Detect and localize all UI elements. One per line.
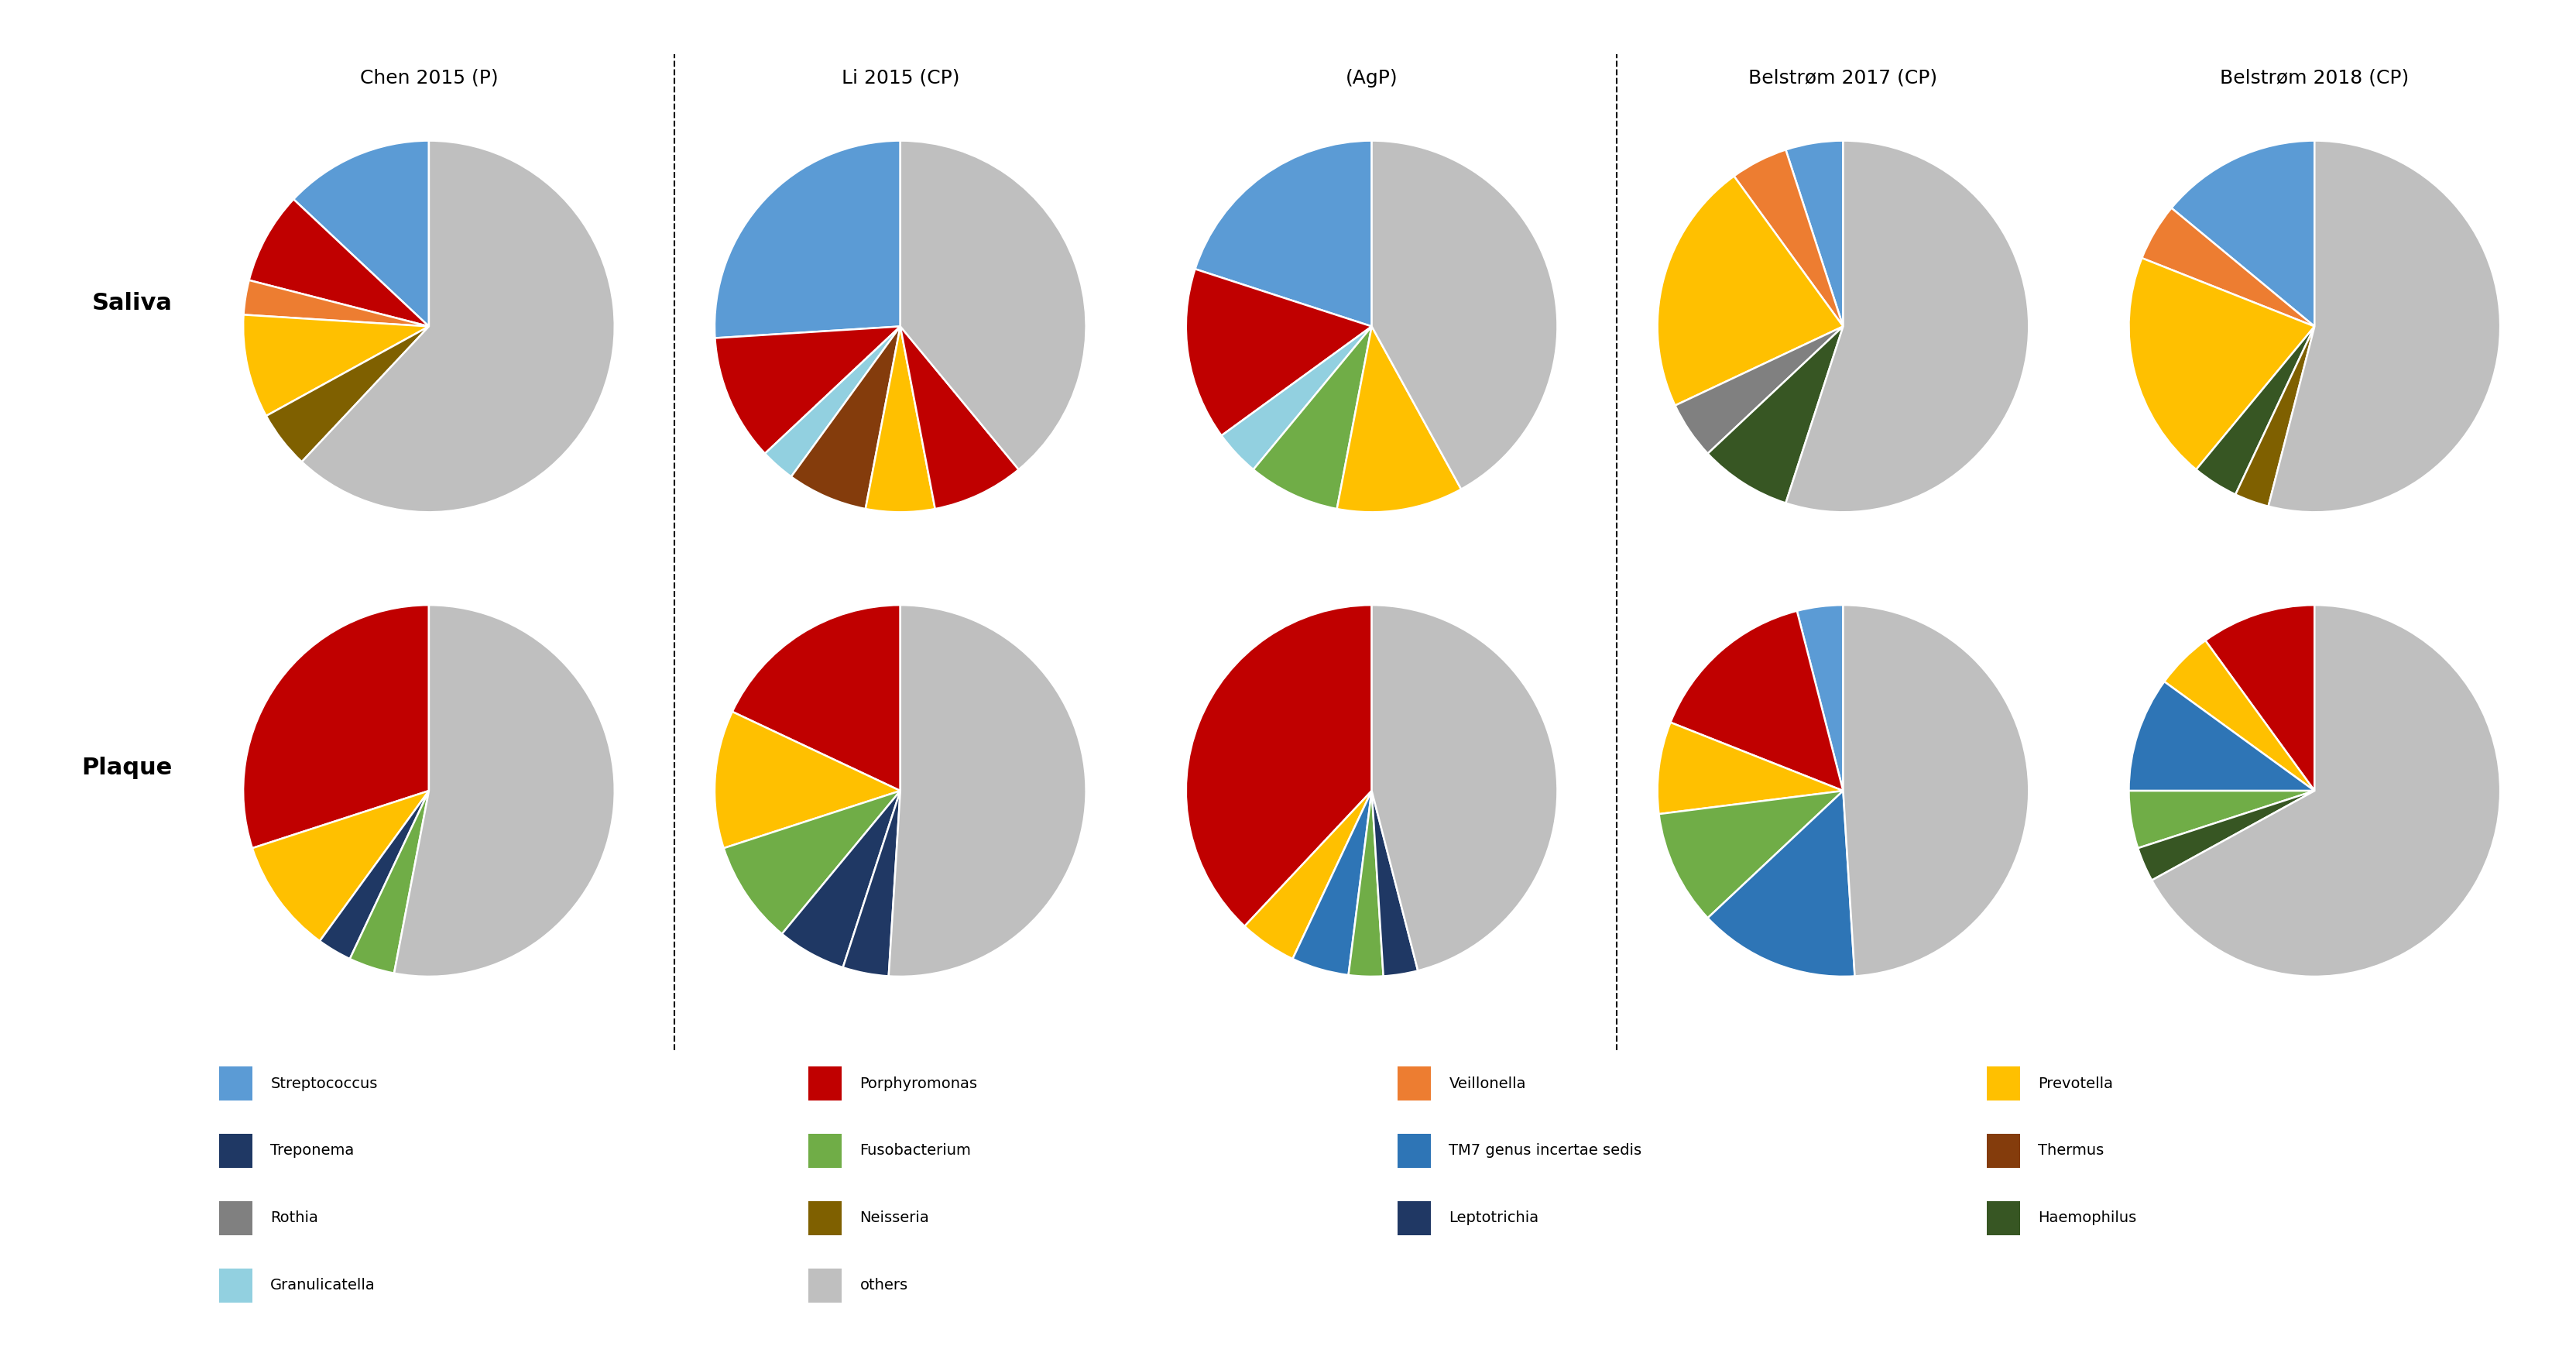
- Text: Prevotella: Prevotella: [2038, 1077, 2112, 1090]
- Wedge shape: [866, 327, 935, 513]
- Wedge shape: [791, 327, 902, 509]
- Wedge shape: [2236, 327, 2316, 506]
- Wedge shape: [2138, 791, 2316, 880]
- Wedge shape: [1734, 149, 1842, 327]
- Wedge shape: [2205, 606, 2316, 791]
- Wedge shape: [732, 606, 902, 791]
- Wedge shape: [245, 280, 430, 327]
- Text: Thermus: Thermus: [2038, 1144, 2105, 1158]
- Wedge shape: [1370, 141, 1558, 489]
- Wedge shape: [294, 141, 430, 327]
- Wedge shape: [783, 791, 902, 968]
- Wedge shape: [2128, 258, 2316, 470]
- Wedge shape: [1785, 141, 2030, 511]
- Wedge shape: [1656, 723, 1842, 814]
- Wedge shape: [252, 791, 430, 941]
- Wedge shape: [1244, 791, 1370, 958]
- Text: Porphyromonas: Porphyromonas: [860, 1077, 976, 1090]
- Text: Haemophilus: Haemophilus: [2038, 1211, 2136, 1225]
- Wedge shape: [2151, 606, 2501, 976]
- Wedge shape: [2269, 141, 2501, 511]
- Text: Streptococcus: Streptococcus: [270, 1077, 379, 1090]
- Wedge shape: [714, 712, 902, 848]
- Wedge shape: [1370, 791, 1417, 976]
- Text: Veillonella: Veillonella: [1448, 1077, 1525, 1090]
- Wedge shape: [1669, 611, 1842, 791]
- Wedge shape: [1674, 327, 1842, 454]
- Wedge shape: [902, 141, 1087, 470]
- Wedge shape: [1708, 327, 1842, 503]
- Text: Granulicatella: Granulicatella: [270, 1279, 376, 1292]
- Text: others: others: [860, 1279, 907, 1292]
- Wedge shape: [1785, 141, 1842, 327]
- Text: Fusobacterium: Fusobacterium: [860, 1144, 971, 1158]
- Wedge shape: [1798, 606, 1842, 791]
- Text: Treponema: Treponema: [270, 1144, 355, 1158]
- Wedge shape: [2141, 209, 2316, 327]
- Text: Saliva: Saliva: [93, 292, 173, 315]
- Wedge shape: [1842, 606, 2030, 976]
- Wedge shape: [319, 791, 430, 958]
- Text: (AgP): (AgP): [1345, 69, 1399, 87]
- Wedge shape: [1293, 791, 1370, 975]
- Wedge shape: [716, 327, 902, 454]
- Wedge shape: [1656, 176, 1842, 405]
- Wedge shape: [2128, 791, 2316, 848]
- Wedge shape: [2164, 641, 2316, 791]
- Wedge shape: [1370, 606, 1558, 970]
- Wedge shape: [1659, 791, 1842, 918]
- Wedge shape: [242, 315, 430, 416]
- Wedge shape: [1185, 269, 1370, 436]
- Text: Neisseria: Neisseria: [860, 1211, 930, 1225]
- Text: Li 2015 (CP): Li 2015 (CP): [842, 69, 958, 87]
- Wedge shape: [2197, 327, 2316, 494]
- Text: Leptotrichia: Leptotrichia: [1448, 1211, 1538, 1225]
- Wedge shape: [1185, 606, 1370, 926]
- Wedge shape: [350, 791, 430, 973]
- Wedge shape: [394, 606, 616, 976]
- Wedge shape: [902, 327, 1018, 509]
- Text: Belstrøm 2018 (CP): Belstrøm 2018 (CP): [2221, 69, 2409, 87]
- Wedge shape: [714, 141, 902, 338]
- Text: Chen 2015 (P): Chen 2015 (P): [361, 69, 497, 87]
- Wedge shape: [724, 791, 902, 934]
- Text: Plaque: Plaque: [82, 756, 173, 779]
- Wedge shape: [889, 606, 1087, 976]
- Wedge shape: [1221, 327, 1370, 470]
- Wedge shape: [842, 791, 902, 976]
- Wedge shape: [242, 606, 430, 848]
- Wedge shape: [250, 199, 430, 327]
- Wedge shape: [1195, 141, 1370, 327]
- Wedge shape: [1708, 791, 1855, 976]
- Wedge shape: [1337, 327, 1461, 511]
- Wedge shape: [1347, 791, 1383, 976]
- Wedge shape: [301, 141, 616, 511]
- Wedge shape: [1255, 327, 1370, 509]
- Wedge shape: [2172, 141, 2316, 327]
- Wedge shape: [265, 327, 430, 462]
- Text: TM7 genus incertae sedis: TM7 genus incertae sedis: [1448, 1144, 1641, 1158]
- Text: Rothia: Rothia: [270, 1211, 319, 1225]
- Wedge shape: [765, 327, 902, 476]
- Text: Belstrøm 2017 (CP): Belstrøm 2017 (CP): [1749, 69, 1937, 87]
- Wedge shape: [2128, 681, 2316, 791]
